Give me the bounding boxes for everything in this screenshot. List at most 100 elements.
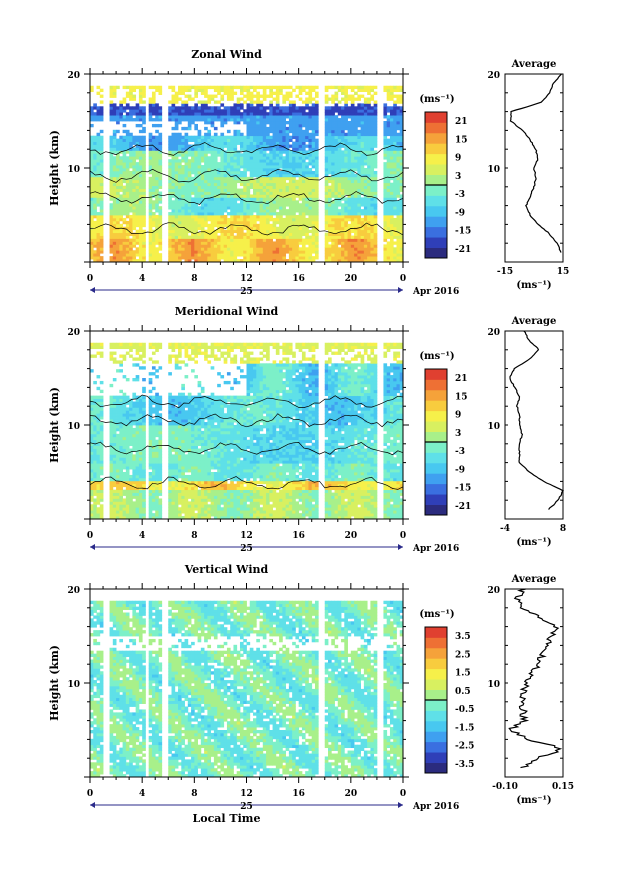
heat-cell [350,212,355,216]
heat-cell [344,244,348,248]
heat-cell [112,118,117,122]
heat-cell [125,250,130,254]
heat-cell [354,165,358,169]
heat-cell [272,115,277,119]
heat-cell [236,162,241,166]
heat-cell [90,425,94,429]
heat-cell [269,229,273,234]
heat-cell [171,200,176,204]
heat-cell [213,173,218,178]
heat-cell [301,250,306,254]
heat-cell [204,212,208,216]
heat-cell [399,188,404,192]
heat-cell [298,209,303,213]
heat-cell [96,448,101,452]
heat-cell [181,191,185,195]
heat-cell [249,126,254,131]
heat-cell [210,223,215,228]
heat-cell [187,215,192,219]
heat-cell [99,156,104,160]
heat-cell [324,156,329,160]
heat-cell [279,223,283,228]
heat-cell [386,138,391,142]
heat-cell [328,259,332,263]
heat-cell [334,129,339,134]
heat-cell [314,153,319,157]
heat-cell [259,85,264,90]
heat-cell [99,109,104,113]
heat-cell [367,206,371,210]
heat-cell [282,223,287,228]
heat-cell [370,170,375,175]
heat-cell [399,97,404,101]
heat-cell [311,97,316,101]
heat-cell [288,203,293,207]
heat-cell [151,179,156,184]
heat-cell [223,156,228,160]
heat-cell [174,238,179,242]
heat-cell [99,466,104,470]
heat-cell [236,212,241,216]
heat-cell [122,253,127,257]
heat-cell [148,182,153,187]
heat-cell [151,85,156,90]
heat-cell [305,135,309,140]
heat-cell [314,191,319,195]
heat-cell [324,123,329,128]
heat-cell [295,217,300,222]
heat-cell [90,436,94,441]
heat-cell [324,100,329,104]
heat-cell [256,126,260,131]
heat-cell [210,206,215,210]
heat-cell [135,206,140,210]
heat-cell [262,141,267,145]
heat-cell [370,241,375,245]
heat-cell [334,215,339,219]
heat-cell [292,244,296,248]
heat-cell [275,179,280,184]
heat-cell [99,398,104,402]
heat-cell [112,229,117,234]
heat-cell [210,220,215,225]
heat-cell [373,91,378,95]
heat-cell [226,232,231,236]
heat-cell [135,150,140,154]
heat-cell [334,182,339,187]
heat-cell [259,185,264,189]
heat-cell [125,223,130,228]
heat-cell [298,138,303,142]
heat-cell [174,259,179,263]
heat-cell [282,144,287,148]
heat-cell [396,85,401,90]
heat-cell [148,256,153,260]
heat-cell [93,501,97,505]
heat-cell [246,200,251,204]
heat-cell [288,144,293,148]
heat-cell [90,498,94,502]
heat-cell [285,97,290,101]
heat-cell [249,200,254,204]
heat-cell [253,241,257,245]
heat-cell [210,194,215,198]
heat-cell [230,144,234,148]
heat-cell [158,156,163,160]
heat-cell [367,229,371,234]
heat-cell [341,241,345,245]
heat-cell [243,85,247,90]
heat-cell [109,495,114,499]
heat-cell [259,150,264,154]
heat-cell [246,176,251,181]
heat-cell [233,162,238,166]
heat-cell [311,132,316,137]
heat-cell [383,194,388,198]
heat-cell [181,159,185,163]
heat-cell [331,141,335,145]
heat-cell [200,173,205,178]
heat-cell [187,220,192,225]
heat-cell [393,126,397,131]
heat-cell [187,121,192,125]
heat-cell [292,182,296,187]
heat-cell [233,182,238,187]
heat-cell [96,91,101,95]
heat-cell [168,150,172,154]
